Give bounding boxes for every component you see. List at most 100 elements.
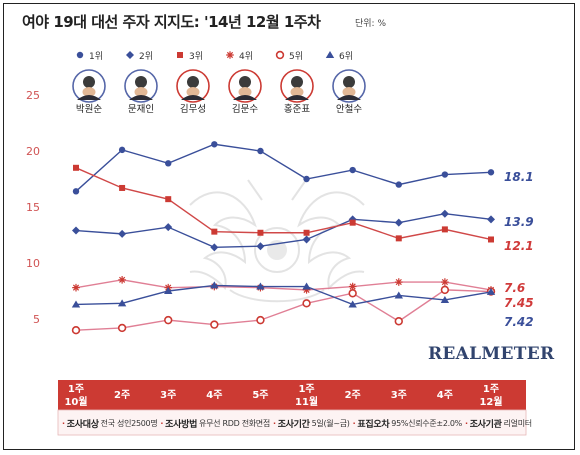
portrait-row: 박원순 문재인 김무성 김문수 홍준표 안철수 — [72, 69, 366, 115]
series-line — [75, 279, 492, 291]
legend-label: 4위 — [239, 51, 253, 62]
legend-item: 5위 — [275, 50, 303, 62]
portrait-name: 홍준표 — [284, 103, 310, 115]
portrait-head — [291, 76, 303, 88]
data-point — [394, 317, 403, 326]
data-point — [348, 300, 357, 308]
portrait-name: 김무성 — [180, 103, 206, 115]
end-label: 7.42 — [504, 315, 534, 329]
footer-value: 전국 성인2500명 — [100, 418, 158, 428]
legend-marker — [226, 51, 234, 59]
legend-label: 5위 — [289, 51, 303, 62]
portrait-face — [342, 87, 356, 97]
x-tick-label: 1주 — [483, 383, 499, 395]
data-point — [117, 299, 127, 307]
series-line — [75, 289, 492, 331]
data-point — [119, 184, 126, 191]
x-tick-month: 12월 — [479, 396, 502, 408]
data-point — [165, 160, 172, 167]
x-tick-label: 4주 — [437, 389, 453, 401]
data-point — [303, 229, 310, 236]
portrait-5-icon — [280, 69, 314, 103]
portrait-suit — [337, 95, 361, 100]
data-point — [441, 278, 449, 286]
data-point — [349, 219, 356, 226]
x-tick-label: 4주 — [206, 389, 222, 401]
portrait-face — [134, 87, 148, 97]
data-point — [257, 229, 264, 236]
data-point — [118, 276, 126, 284]
x-tick-label: 5주 — [252, 389, 268, 401]
data-point — [72, 226, 80, 235]
x-tick-label: 1주 — [68, 383, 84, 395]
data-point — [349, 166, 356, 174]
footer-key: 조사방법 — [165, 419, 198, 430]
data-point — [302, 299, 311, 308]
legend-marker — [275, 50, 285, 60]
end-labels: 18.1 13.9 12.1 7.67.45 7.42 — [504, 170, 534, 329]
x-tick-label: 2주 — [345, 389, 361, 401]
x-tick-label: 1주 — [298, 383, 314, 395]
data-point — [165, 196, 172, 203]
footer-key: 조사기간 — [277, 419, 310, 430]
legend-label: 2위 — [139, 51, 153, 62]
end-label: 18.1 — [504, 170, 534, 184]
footer-value: 리얼미터 — [503, 418, 533, 428]
legend-item: 1위 — [76, 51, 103, 62]
series-line — [75, 167, 492, 241]
data-point — [486, 287, 496, 295]
data-point — [302, 286, 311, 294]
legend-marker — [325, 51, 335, 58]
series-diamond — [72, 209, 495, 252]
data-point — [348, 282, 357, 291]
end-label: 13.9 — [504, 215, 534, 229]
portrait-6-icon — [332, 69, 366, 103]
series-line — [75, 284, 492, 306]
x-tick-month: 11월 — [295, 396, 318, 408]
data-point — [395, 181, 402, 188]
data-point — [71, 300, 81, 308]
legend-marker — [76, 51, 84, 59]
x-tick-label: 3주 — [391, 389, 407, 401]
legend-label: 6위 — [339, 51, 353, 62]
portrait-suit — [181, 95, 205, 100]
portrait-face — [82, 87, 96, 97]
portrait-suit — [233, 95, 257, 100]
footer-band-bg — [57, 409, 527, 436]
portrait-name: 박원순 — [76, 104, 102, 115]
legend-item: 2위 — [126, 51, 153, 62]
data-point — [440, 209, 449, 218]
data-point — [73, 164, 79, 171]
portrait-suit — [129, 95, 153, 100]
footer-key: 표집오차 — [357, 419, 390, 430]
data-point — [394, 291, 403, 299]
data-point — [394, 278, 403, 286]
data-point — [348, 289, 357, 298]
data-point — [118, 229, 127, 238]
chart-title: 여야 19대 대선 주자 지지도: '14년 12월 1주차 — [22, 13, 321, 31]
portrait-2-icon — [124, 69, 158, 103]
portrait-name: 안철수 — [336, 104, 362, 115]
data-point — [302, 282, 311, 290]
footer-value: 5일(월~금) — [311, 418, 350, 428]
data-point — [440, 285, 450, 295]
footer-bullet: · — [464, 418, 468, 428]
data-point — [164, 287, 173, 294]
y-tick-label: 15 — [26, 201, 40, 214]
series-ring — [71, 285, 496, 335]
data-point — [210, 281, 219, 289]
series-square — [73, 164, 494, 243]
series-group — [71, 141, 496, 335]
data-point — [72, 283, 80, 292]
end-label: 12.1 — [504, 239, 534, 253]
portrait-suit — [285, 95, 309, 100]
data-point — [487, 215, 495, 224]
legend-item: 6위 — [325, 51, 353, 62]
data-point — [211, 141, 218, 148]
data-point — [488, 236, 494, 243]
portrait-face — [186, 87, 200, 97]
footer-value: 유무선 RDD 전화면접 — [199, 418, 270, 428]
footer-item: · 조사방법 유무선 RDD 전화면접 — [160, 417, 270, 430]
